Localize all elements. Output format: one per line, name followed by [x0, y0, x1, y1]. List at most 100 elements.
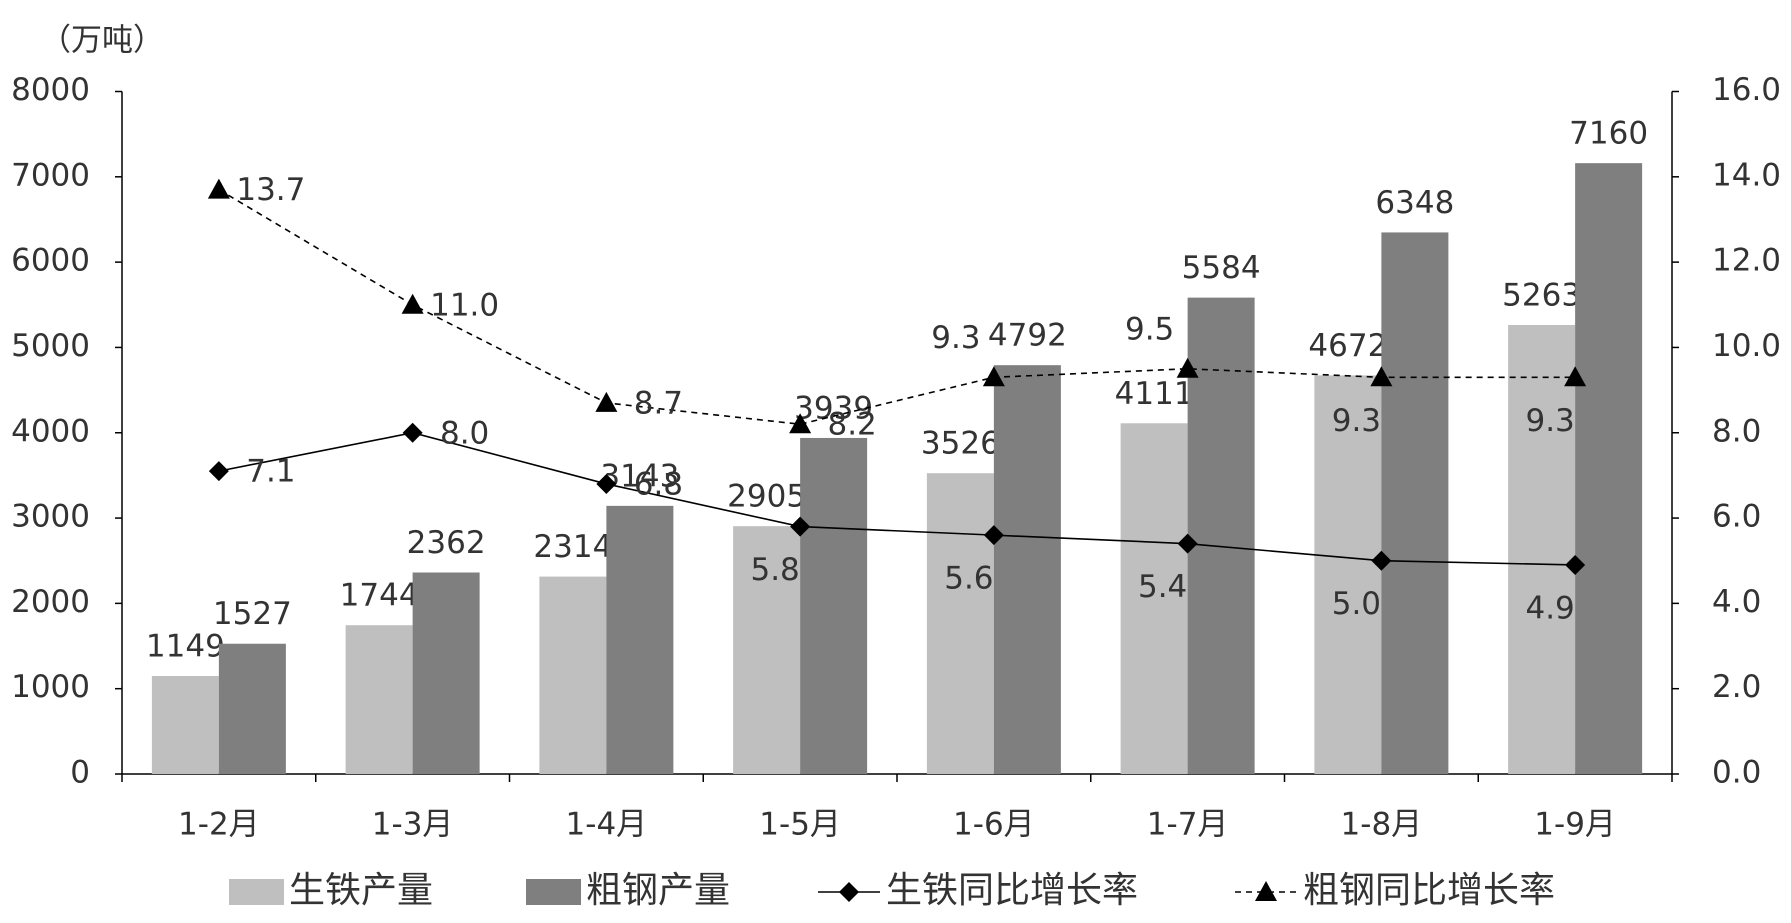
legend-marker: [1255, 881, 1277, 901]
y-tick-label: 1000: [11, 669, 90, 705]
line-value-label: 8.0: [440, 415, 489, 451]
bar: [800, 437, 868, 774]
x-tick-label: 1-6月: [953, 807, 1035, 843]
marker: [1371, 550, 1392, 571]
bar: [733, 526, 801, 774]
line-value-label: 11.0: [430, 287, 499, 323]
line-value-label: 4.9: [1525, 590, 1574, 626]
x-tick-label: 1-2月: [178, 807, 260, 843]
x-tick-label: 1-3月: [372, 807, 454, 843]
legend-label: 生铁产量: [289, 870, 433, 911]
legend-swatch: [526, 879, 581, 905]
marker: [983, 525, 1004, 546]
y-tick-label: 8000: [11, 72, 90, 108]
line-value-label: 6.8: [634, 466, 683, 502]
y2-tick-label: 6.0: [1712, 499, 1761, 535]
line-value-label: 5.0: [1332, 586, 1381, 622]
marker: [595, 391, 618, 412]
line-value-label: 8.2: [827, 407, 876, 443]
y2-tick-label: 0.0: [1712, 755, 1761, 791]
bar-value-label: 1744: [340, 578, 419, 614]
bar: [1575, 163, 1643, 775]
line-value-label: 5.6: [944, 561, 993, 597]
bar-value-label: 2362: [407, 525, 486, 561]
y2-tick-label: 10.0: [1712, 328, 1781, 364]
y2-tick-label: 14.0: [1712, 157, 1781, 193]
y-tick-label: 7000: [11, 157, 90, 193]
marker: [1177, 533, 1198, 554]
bar: [993, 365, 1061, 774]
y2-tick-label: 4.0: [1712, 584, 1761, 620]
x-tick-label: 1-5月: [759, 807, 841, 843]
line-value-label: 5.4: [1138, 569, 1187, 605]
y-tick-label: 3000: [11, 499, 90, 535]
line-value-label: 7.1: [246, 454, 295, 490]
line-value-label: 13.7: [236, 172, 305, 208]
y-tick-label: 2000: [11, 584, 90, 620]
legend-swatch: [229, 879, 284, 905]
line: [218, 188, 1576, 426]
unit-label: （万吨）: [40, 23, 164, 59]
x-tick-label: 1-9月: [1534, 807, 1616, 843]
x-tick-label: 1-7月: [1147, 807, 1229, 843]
bar-value-label: 4111: [1115, 376, 1194, 412]
bar: [1120, 423, 1188, 774]
bar-value-label: 3526: [921, 426, 1000, 462]
line-value-label: 9.3: [1332, 403, 1381, 439]
marker: [1564, 366, 1587, 387]
bar-value-label: 6348: [1375, 185, 1454, 221]
y2-tick-label: 2.0: [1712, 669, 1761, 705]
bar: [539, 576, 607, 774]
bar: [1381, 232, 1449, 774]
legend-marker: [839, 882, 859, 902]
legend-label: 生铁同比增长率: [886, 870, 1138, 911]
marker: [1565, 554, 1586, 575]
bar-value-label: 4672: [1308, 328, 1387, 364]
bar-value-label: 1527: [213, 596, 292, 632]
marker: [789, 413, 812, 434]
bar: [1314, 375, 1382, 774]
marker: [1176, 357, 1199, 378]
bar-value-label: 3939: [794, 390, 873, 426]
line-value-label: 9.3: [1525, 403, 1574, 439]
y-tick-label: 5000: [11, 328, 90, 364]
bar: [1187, 297, 1255, 774]
x-tick-label: 1-8月: [1341, 807, 1423, 843]
line-value-label: 5.8: [750, 552, 799, 588]
line-value-label: 9.3: [931, 320, 980, 356]
line-value-label: 9.5: [1125, 311, 1174, 347]
bar: [606, 505, 674, 774]
marker: [596, 473, 617, 494]
bar-value-label: 3143: [600, 458, 679, 494]
bar-value-label: 2905: [727, 479, 806, 515]
bar: [412, 572, 480, 774]
y-tick-label: 6000: [11, 243, 90, 279]
bar-value-label: 4792: [988, 318, 1067, 354]
line-value-label: 8.7: [634, 385, 683, 421]
bar: [218, 643, 286, 774]
y2-tick-label: 12.0: [1712, 243, 1781, 279]
y-tick-label: 4000: [11, 413, 90, 449]
marker: [1370, 366, 1393, 387]
marker: [208, 461, 229, 482]
bar: [345, 625, 413, 774]
bar: [151, 675, 219, 774]
marker: [401, 293, 424, 314]
legend-label: 粗钢产量: [586, 870, 730, 911]
bar-value-label: 2314: [533, 529, 612, 565]
bar-value-label: 1149: [146, 628, 225, 664]
bar-value-label: 7160: [1569, 116, 1648, 152]
marker: [790, 516, 811, 537]
line: [218, 431, 1576, 566]
y-tick-label: 0: [70, 755, 90, 791]
marker: [402, 422, 423, 443]
bar-value-label: 5263: [1502, 278, 1581, 314]
y2-tick-label: 8.0: [1712, 413, 1761, 449]
bar-value-label: 5584: [1182, 250, 1261, 286]
y2-tick-label: 16.0: [1712, 72, 1781, 108]
marker: [982, 366, 1005, 387]
bar: [926, 473, 994, 774]
bar: [1508, 325, 1576, 774]
marker: [207, 178, 230, 199]
